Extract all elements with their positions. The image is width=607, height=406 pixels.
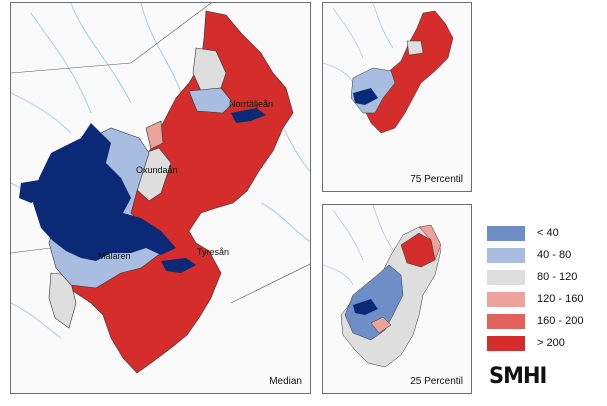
lake-malaren	[19, 108, 266, 273]
legend-item: 80 - 120	[487, 268, 605, 290]
median-map	[11, 3, 310, 374]
legend-label: < 40	[537, 227, 559, 239]
legend-label: > 200	[537, 337, 565, 349]
p25-map	[323, 205, 442, 368]
legend-swatch	[487, 226, 525, 241]
place-label-norrtalje: Norrtäljeån	[229, 99, 274, 109]
legend-label: 80 - 120	[537, 271, 578, 283]
place-label-malaren: Mälaren	[98, 251, 131, 261]
legend-swatch	[487, 336, 525, 351]
p25-map-panel: 25 Percentil	[322, 204, 472, 394]
legend-item: 120 - 160	[487, 290, 605, 312]
legend-item: > 200	[487, 334, 605, 356]
place-label-tyresa: Tyresån	[197, 247, 230, 257]
panel-caption-median: Median	[269, 376, 302, 387]
legend-item: 160 - 200	[487, 312, 605, 334]
legend-item: < 40	[487, 224, 605, 246]
legend-label: 160 - 200	[537, 315, 584, 327]
p75-map-panel: 75 Percentil	[322, 2, 472, 192]
median-map-panel: Norrtäljeån Oxundaån Mälaren Tyresån Med…	[10, 2, 311, 394]
legend-label: 120 - 160	[537, 293, 584, 305]
legend-swatch	[487, 248, 525, 263]
panel-caption-p75: 75 Percentil	[410, 174, 463, 185]
place-label-oxunda: Oxundaån	[136, 165, 178, 175]
legend-swatch	[487, 292, 525, 307]
legend-swatch	[487, 314, 525, 329]
p75-map	[323, 3, 454, 134]
region-40-80	[188, 87, 234, 114]
legend-item: 40 - 80	[487, 246, 605, 268]
legend-label: 40 - 80	[537, 249, 572, 261]
region-120-160	[145, 120, 164, 150]
boundaries	[11, 3, 310, 304]
legend-swatch	[487, 270, 525, 285]
panel-caption-p25: 25 Percentil	[410, 376, 463, 387]
legend: < 40 40 - 80 80 - 120 120 - 160 160 - 20…	[487, 224, 605, 356]
smhi-logo: SMHI	[489, 364, 547, 389]
